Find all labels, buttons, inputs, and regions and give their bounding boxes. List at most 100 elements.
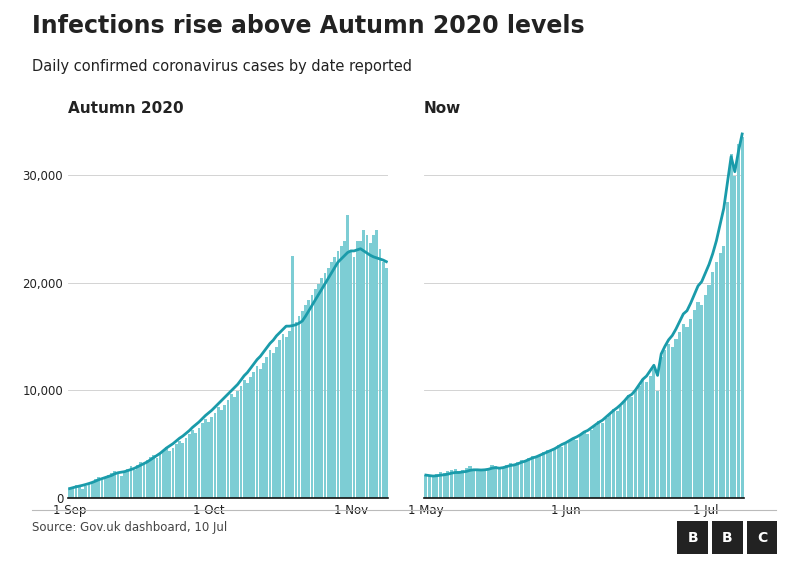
Bar [71,487,74,498]
Bar [152,454,155,498]
Bar [85,486,87,498]
Bar [191,430,194,498]
Bar [282,334,284,498]
Bar [439,472,442,498]
Bar [494,467,498,498]
Bar [689,319,692,498]
Bar [236,391,239,498]
Bar [505,466,508,498]
Bar [320,278,323,498]
Bar [130,467,133,498]
Bar [697,302,699,498]
Bar [117,474,119,498]
Bar [619,406,622,498]
Bar [226,400,230,498]
Bar [711,272,714,498]
Bar [630,397,634,498]
Text: Now: Now [424,101,462,116]
Bar [730,154,733,498]
Bar [169,452,171,498]
Bar [307,300,310,498]
Bar [123,472,126,498]
Bar [91,481,94,498]
Bar [454,468,457,498]
Bar [142,464,146,498]
Bar [542,453,545,498]
Bar [649,376,652,498]
Bar [346,215,349,498]
Bar [214,413,217,498]
Bar [101,480,103,498]
Bar [498,468,501,498]
Bar [314,289,317,498]
Bar [298,316,301,498]
Bar [715,262,718,498]
Bar [578,435,582,498]
Bar [340,246,342,498]
Bar [233,397,236,498]
Bar [301,311,304,498]
Bar [652,369,655,498]
Bar [615,412,618,498]
Bar [185,439,187,498]
Bar [557,445,560,498]
Bar [242,380,246,498]
Bar [564,444,567,498]
Bar [330,262,333,498]
Bar [78,488,81,498]
Bar [428,476,431,498]
Bar [198,428,200,498]
Bar [133,470,136,498]
Bar [230,394,233,498]
Bar [220,410,223,498]
Bar [166,447,168,498]
Bar [194,433,197,498]
Bar [634,391,637,498]
Bar [534,457,538,498]
Bar [523,461,526,498]
Bar [278,341,281,498]
Bar [259,369,262,498]
Bar [479,471,482,498]
Bar [700,305,703,498]
Bar [670,347,674,498]
Bar [746,521,778,554]
Bar [435,474,438,498]
Bar [158,454,162,498]
Bar [656,391,659,498]
Bar [204,419,206,498]
Bar [262,363,265,498]
Bar [601,423,604,498]
Bar [707,285,710,498]
Bar [737,144,740,498]
Bar [712,521,742,554]
Bar [94,479,97,498]
Bar [366,235,368,498]
Bar [450,470,453,498]
Bar [266,356,268,498]
Bar [353,257,355,498]
Bar [487,467,490,498]
Bar [502,467,505,498]
Bar [527,458,530,498]
Bar [375,230,378,498]
Bar [682,324,685,498]
Bar [704,295,707,498]
Text: Autumn 2020: Autumn 2020 [68,101,184,116]
Bar [175,444,178,498]
Bar [172,448,174,498]
Bar [594,426,597,498]
Bar [114,471,116,498]
Bar [538,454,542,498]
Bar [678,521,708,554]
Bar [98,477,100,498]
Bar [120,476,122,498]
Bar [442,473,446,498]
Bar [597,421,600,498]
Bar [139,462,142,498]
Bar [424,475,427,498]
Bar [149,457,152,498]
Bar [741,137,744,498]
Bar [269,350,271,498]
Bar [575,440,578,498]
